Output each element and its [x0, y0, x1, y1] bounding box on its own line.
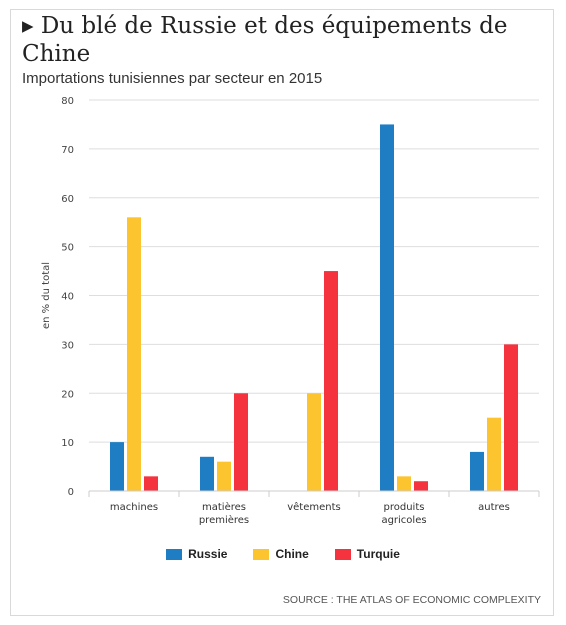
- y-tick-label: 40: [61, 292, 74, 303]
- y-tick-label: 30: [61, 340, 74, 351]
- y-tick-label: 0: [68, 487, 74, 498]
- x-category-label-line: agricoles: [381, 515, 426, 526]
- x-category-label: vêtements: [287, 501, 341, 513]
- y-axis-label: en % du total: [41, 262, 52, 329]
- x-category-label: matières premières: [199, 501, 249, 526]
- y-tick-label: 70: [61, 145, 74, 156]
- legend-item-turquie: Turquie: [334, 547, 400, 561]
- gridlines: [89, 99, 539, 443]
- x-category-label-line: produits: [384, 502, 425, 513]
- y-tick-label: 20: [61, 389, 74, 400]
- legend: Russie Chine Turquie: [11, 547, 555, 561]
- x-category-label-line: vêtements: [287, 501, 341, 513]
- bar-turquie: [144, 476, 158, 491]
- legend-label: Russie: [188, 547, 228, 561]
- x-category-label-line: autres: [478, 502, 510, 513]
- x-category-label-line: matières: [202, 501, 246, 513]
- y-tick-label: 60: [61, 194, 74, 205]
- bar-turquie: [234, 393, 248, 491]
- bar-russie: [200, 456, 214, 491]
- source-note: SOURCE : THE ATLAS OF ECONOMIC COMPLEXIT…: [282, 594, 541, 606]
- x-category-label: autres: [478, 502, 510, 513]
- legend-label: Chine: [275, 547, 309, 561]
- y-tick-label: 50: [61, 243, 74, 254]
- legend-item-chine: Chine: [253, 547, 309, 561]
- x-category-label-line: premières: [199, 514, 249, 526]
- legend-item-russie: Russie: [166, 547, 227, 561]
- y-tick-label: 80: [61, 96, 74, 107]
- chart-card: ▸ Du blé de Russie et des équipements de…: [10, 9, 554, 616]
- y-tick-label: 10: [61, 438, 74, 449]
- legend-swatch: [253, 548, 270, 560]
- bar-chart: 0 10 20 30 40 50 60 70 80 machines matières premiè…: [41, 96, 540, 526]
- legend-swatch: [334, 548, 351, 560]
- bar-chine: [487, 417, 501, 491]
- bar-chine: [217, 461, 231, 491]
- bar-turquie: [414, 481, 428, 491]
- x-category-label-line: machines: [110, 502, 158, 513]
- bar-russie: [380, 124, 394, 491]
- bar-chine: [397, 476, 411, 491]
- x-category-label: machines: [110, 502, 158, 513]
- bar-chine: [127, 217, 141, 492]
- chart-subtitle: Importations tunisiennes par secteur en …: [22, 70, 323, 87]
- bar-chine: [307, 393, 321, 491]
- bar-russie: [110, 442, 124, 491]
- x-category-label: produits agricoles: [381, 502, 426, 526]
- legend-swatch: [166, 548, 183, 560]
- chart-title: ▸ Du blé de Russie et des équipements de…: [22, 13, 508, 67]
- x-axis: machines matières premières vêtements produi…: [88, 490, 540, 526]
- bar-turquie: [504, 344, 518, 491]
- bar-russie: [470, 451, 484, 491]
- bars: [110, 124, 518, 492]
- bar-turquie: [324, 271, 338, 491]
- y-axis-ticks: 0 10 20 30 40 50 60 70 80: [61, 96, 74, 498]
- legend-label: Turquie: [356, 547, 400, 561]
